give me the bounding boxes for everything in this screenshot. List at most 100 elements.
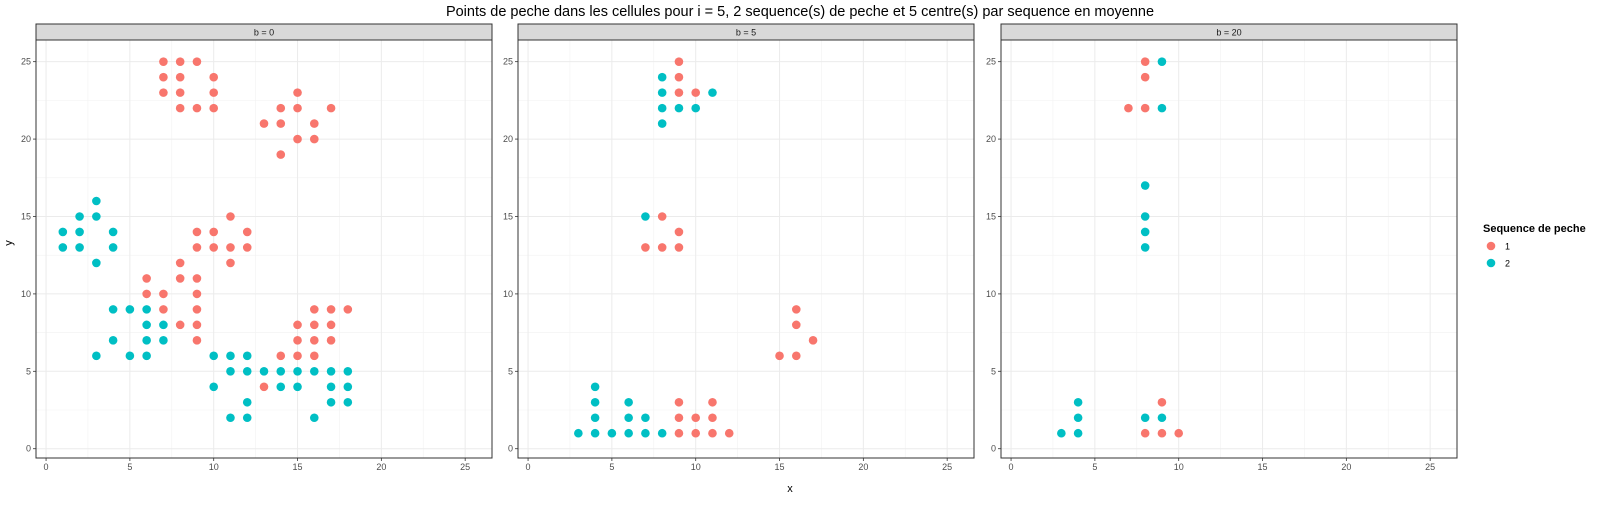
data-point xyxy=(309,413,319,423)
data-point xyxy=(574,428,583,438)
data-point xyxy=(276,351,286,361)
data-point xyxy=(142,305,151,314)
data-point xyxy=(209,243,219,252)
data-point xyxy=(1174,428,1184,438)
facet-strip-label: b = 0 xyxy=(254,28,274,38)
y-tick-label: 10 xyxy=(503,289,513,299)
chart-title: Points de peche dans les cellules pour i… xyxy=(446,4,1154,20)
data-point xyxy=(175,274,185,283)
data-point xyxy=(791,351,801,361)
data-point xyxy=(75,243,84,252)
data-point xyxy=(192,103,202,113)
data-point xyxy=(276,382,286,392)
x-tick-label: 10 xyxy=(691,462,701,472)
data-point xyxy=(326,305,336,314)
data-point xyxy=(326,397,336,407)
data-point xyxy=(808,336,818,345)
panel-border xyxy=(1000,39,1458,459)
data-point xyxy=(92,196,101,206)
data-point xyxy=(309,305,319,314)
data-point xyxy=(1073,413,1083,423)
data-point xyxy=(624,397,633,407)
data-point xyxy=(1073,397,1083,407)
data-point xyxy=(242,367,252,376)
data-point xyxy=(309,134,319,144)
data-point xyxy=(209,103,219,113)
data-point xyxy=(674,428,684,438)
data-point xyxy=(343,305,353,314)
y-tick-label: 15 xyxy=(503,211,513,221)
legend-swatch xyxy=(1486,258,1496,268)
y-tick-label: 5 xyxy=(991,366,996,376)
data-point xyxy=(1140,181,1150,190)
data-point xyxy=(1057,428,1066,438)
data-point xyxy=(293,103,302,113)
data-point xyxy=(75,227,84,237)
data-point xyxy=(641,413,650,423)
data-point xyxy=(657,103,667,113)
y-tick-label: 15 xyxy=(21,211,31,221)
data-point xyxy=(674,397,684,407)
data-point xyxy=(276,367,286,376)
data-point xyxy=(775,351,784,361)
data-point xyxy=(309,119,319,128)
x-tick-label: 20 xyxy=(376,462,386,472)
data-point xyxy=(293,320,302,330)
data-point xyxy=(1157,413,1167,423)
data-point xyxy=(691,413,701,423)
data-point xyxy=(309,367,319,376)
x-tick-label: 25 xyxy=(460,462,470,472)
data-point xyxy=(326,382,336,392)
data-point xyxy=(159,320,168,330)
facet-panel: b = 20 0 5 10 15 20 25 0 5 10 15 20 25 xyxy=(986,23,1458,472)
data-point xyxy=(674,57,684,66)
data-point xyxy=(192,305,202,314)
data-point xyxy=(343,382,353,392)
data-point xyxy=(175,88,185,97)
data-point xyxy=(276,150,286,159)
data-point xyxy=(192,57,202,66)
x-tick-label: 20 xyxy=(1341,462,1351,472)
data-point xyxy=(209,351,219,361)
data-point xyxy=(1140,413,1150,423)
data-point xyxy=(92,212,101,221)
data-point xyxy=(590,382,600,392)
data-point xyxy=(343,367,353,376)
data-point xyxy=(159,57,168,66)
data-point xyxy=(75,212,84,221)
data-point xyxy=(159,289,168,299)
data-point xyxy=(1140,72,1150,82)
data-point xyxy=(209,227,219,237)
facet-panel: b = 0 0 5 10 15 20 25 0 5 10 15 20 25 xyxy=(21,23,493,472)
data-point xyxy=(641,212,650,221)
panel-border xyxy=(35,39,493,459)
data-point xyxy=(192,227,202,237)
data-point xyxy=(293,367,302,376)
x-tick-label: 5 xyxy=(1092,462,1097,472)
data-point xyxy=(58,243,68,252)
data-point xyxy=(259,367,269,376)
data-point xyxy=(607,428,617,438)
data-point xyxy=(125,351,135,361)
y-tick-label: 10 xyxy=(986,289,996,299)
data-point xyxy=(259,382,269,392)
plot-background xyxy=(1001,40,1457,458)
legend: Sequence de peche 1 2 xyxy=(1483,223,1586,271)
y-tick-label: 5 xyxy=(508,366,513,376)
data-point xyxy=(674,413,684,423)
y-tick-label: 0 xyxy=(991,444,996,454)
facet-panels: b = 0 0 5 10 15 20 25 0 5 10 15 20 25 b = 5 0 5 10 15 20 25… xyxy=(21,23,1458,472)
data-point xyxy=(691,428,701,438)
legend-label: 2 xyxy=(1505,259,1510,269)
data-point xyxy=(58,227,68,237)
data-point xyxy=(125,305,135,314)
x-tick-label: 20 xyxy=(858,462,868,472)
y-tick-label: 20 xyxy=(21,134,31,144)
data-point xyxy=(276,103,286,113)
y-tick-label: 25 xyxy=(986,57,996,67)
legend-swatch xyxy=(1486,241,1496,251)
data-point xyxy=(1140,227,1150,237)
facet-panel: b = 5 0 5 10 15 20 25 0 5 10 15 20 25 xyxy=(503,23,975,472)
x-tick-label: 15 xyxy=(775,462,785,472)
data-point xyxy=(1157,397,1167,407)
